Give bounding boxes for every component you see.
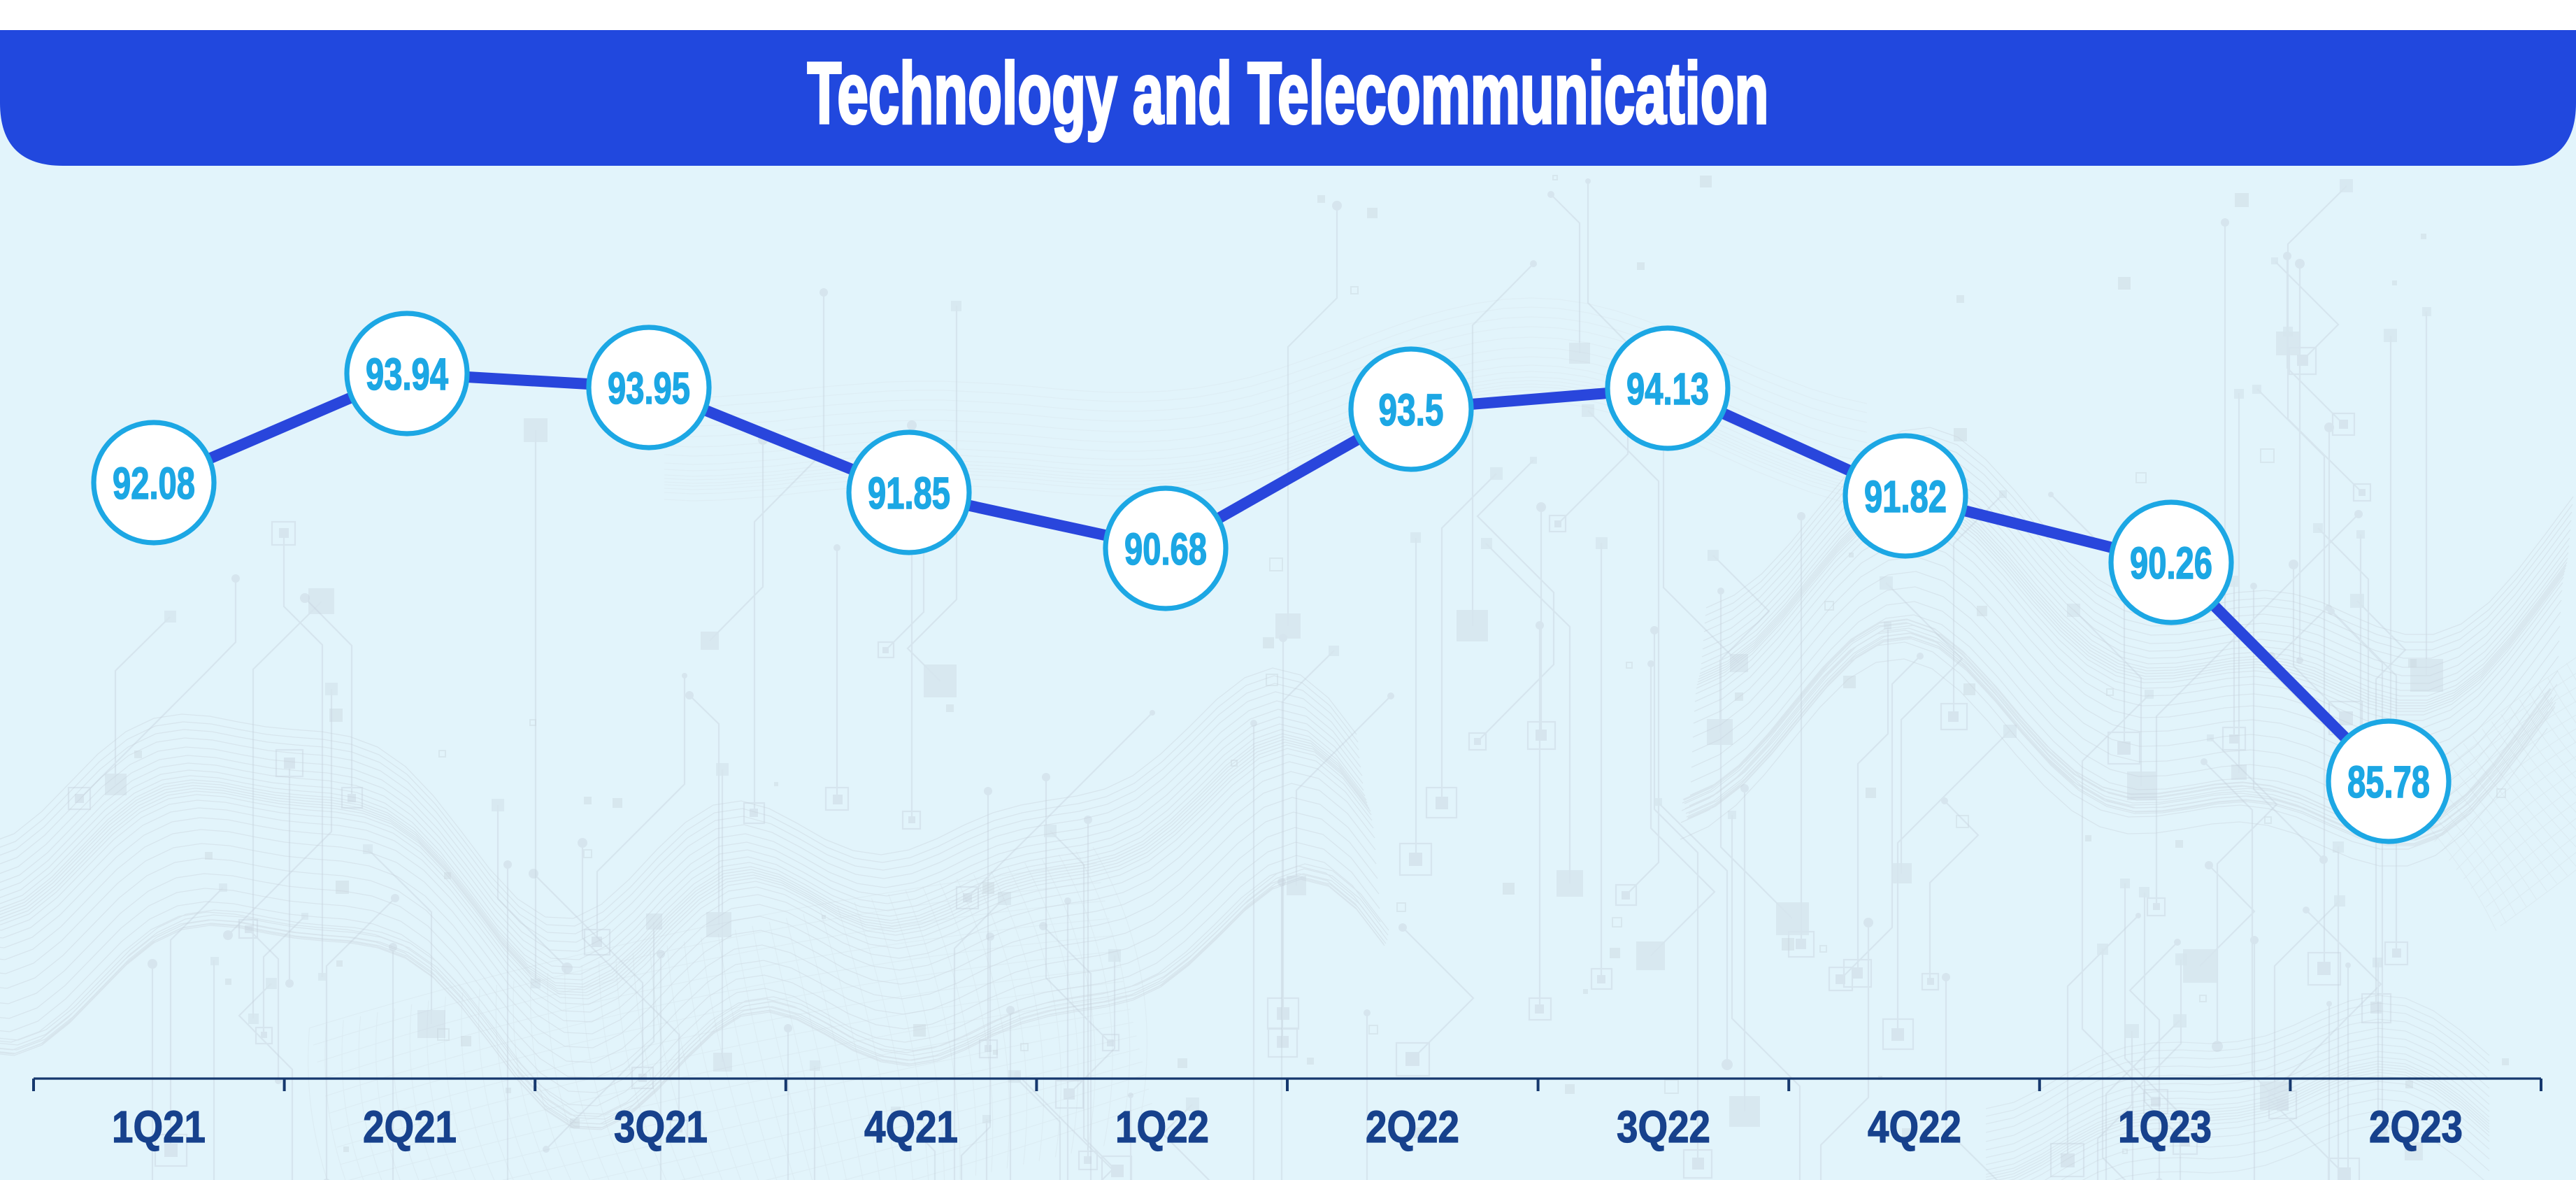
svg-text:1Q23: 1Q23 <box>2118 1102 2212 1152</box>
svg-text:3Q22: 3Q22 <box>1617 1102 1710 1152</box>
svg-text:1Q21: 1Q21 <box>112 1102 206 1152</box>
svg-text:85.78: 85.78 <box>2347 757 2430 807</box>
svg-text:93.5: 93.5 <box>1379 385 1444 435</box>
svg-text:91.85: 91.85 <box>868 468 950 518</box>
svg-text:91.82: 91.82 <box>1864 471 1947 522</box>
svg-text:94.13: 94.13 <box>1626 364 1709 414</box>
svg-text:2Q23: 2Q23 <box>2369 1102 2463 1152</box>
svg-text:92.08: 92.08 <box>113 458 195 509</box>
svg-text:3Q21: 3Q21 <box>614 1102 708 1152</box>
svg-text:90.26: 90.26 <box>2130 538 2212 588</box>
svg-text:Technology and Telecommunicati: Technology and Telecommunication <box>808 45 1769 142</box>
svg-text:90.68: 90.68 <box>1124 524 1207 574</box>
svg-text:93.95: 93.95 <box>608 363 690 413</box>
svg-text:1Q22: 1Q22 <box>1115 1102 1209 1152</box>
svg-text:4Q22: 4Q22 <box>1868 1102 1961 1152</box>
svg-text:2Q22: 2Q22 <box>1366 1102 1459 1152</box>
svg-text:93.94: 93.94 <box>366 349 448 399</box>
svg-text:2Q21: 2Q21 <box>363 1102 457 1152</box>
svg-text:4Q21: 4Q21 <box>864 1102 958 1152</box>
